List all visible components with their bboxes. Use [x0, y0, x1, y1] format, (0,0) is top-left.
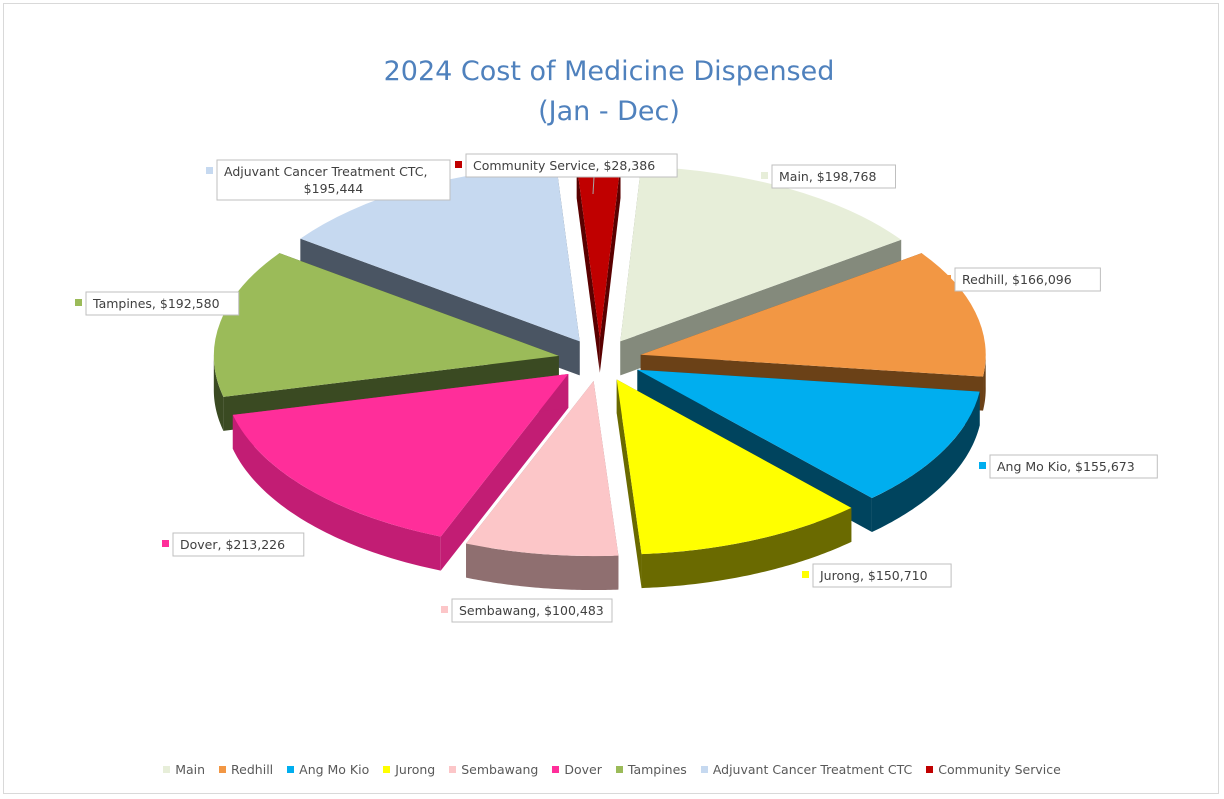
chart-title-line1: 2024 Cost of Medicine Dispensed	[383, 56, 835, 87]
label-text: Tampines, $192,580	[92, 296, 220, 311]
legend-item-community-service: Community Service	[926, 762, 1061, 777]
slice-edge-redhill	[983, 352, 986, 411]
legend-swatch	[615, 766, 623, 773]
label-swatch	[802, 571, 809, 578]
leader-line	[592, 176, 595, 195]
label-box	[172, 532, 305, 557]
chart-title-line2: (Jan - Dec)	[538, 96, 680, 127]
slice-dover	[232, 373, 569, 571]
legend-swatch	[219, 766, 227, 773]
label-text: Ang Mo Kio, $155,673	[997, 459, 1135, 474]
chart-title: 2024 Cost of Medicine Dispensed (Jan - D…	[4, 52, 1214, 132]
label-swatch	[944, 275, 951, 282]
label-text: $195,444	[304, 181, 364, 196]
legend-item-jurong: Jurong	[383, 762, 435, 777]
slice-edge-sembawang	[466, 543, 619, 591]
slice-top-dover	[232, 373, 569, 537]
slice-community-service	[576, 163, 621, 373]
label-text: Adjuvant Cancer Treatment CTC,	[224, 164, 427, 179]
legend-item-sembawang: Sembawang	[449, 762, 538, 777]
slice-top-tampines	[213, 253, 559, 397]
label-swatch	[979, 462, 986, 469]
label-text: Dover, $213,226	[180, 537, 285, 552]
chart-legend: Main Redhill Ang Mo Kio Jurong Sembawang Dove…	[0, 762, 1224, 777]
legend-swatch	[552, 766, 560, 773]
legend-item-adjuvant-cancer-treatment-ctc: Adjuvant Cancer Treatment CTC	[700, 762, 913, 777]
label-text: Jurong, $150,710	[819, 568, 928, 583]
data-label-main: Main, $198,768	[761, 164, 896, 189]
label-text: Redhill, $166,096	[962, 272, 1072, 287]
label-box	[465, 153, 678, 178]
legend-swatch	[383, 766, 391, 773]
legend-item-redhill: Redhill	[219, 762, 273, 777]
data-label-sembawang: Sembawang, $100,483	[441, 598, 613, 623]
data-label-tampines: Tampines, $192,580	[75, 291, 240, 316]
legend-swatch	[449, 766, 457, 773]
label-box	[85, 291, 240, 316]
legend-label: Redhill	[231, 762, 274, 777]
slice-wall-community-service	[576, 164, 600, 373]
legend-item-ang-mo-kio: Ang Mo Kio	[287, 762, 369, 777]
chart-area: 2024 Cost of Medicine Dispensed (Jan - D…	[3, 3, 1219, 794]
label-text: Main, $198,768	[779, 169, 876, 184]
label-swatch	[75, 299, 82, 306]
legend-label: Main	[175, 762, 206, 777]
data-label-adjuvant-cancer-treatment-ctc: Adjuvant Cancer Treatment CTC, $195,444	[206, 159, 451, 201]
label-box	[216, 159, 451, 201]
legend-label: Adjuvant Cancer Treatment CTC	[712, 762, 913, 777]
slice-jurong	[616, 379, 852, 589]
label-swatch	[162, 540, 169, 547]
label-swatch	[761, 172, 768, 179]
legend-swatch	[287, 766, 295, 773]
label-text: Community Service, $28,386	[473, 158, 655, 173]
slice-top-redhill	[640, 253, 986, 377]
slice-edge-dover	[232, 414, 441, 571]
legend-item-main: Main	[163, 762, 205, 777]
data-label-community-service: Community Service, $28,386	[455, 153, 678, 178]
label-box	[954, 267, 1101, 292]
label-box	[989, 454, 1158, 479]
legend-label: Tampines	[627, 762, 687, 777]
legend-swatch	[926, 766, 934, 773]
legend-label: Jurong	[395, 762, 436, 777]
data-label-redhill: Redhill, $166,096	[944, 267, 1101, 292]
slice-top-community-service	[576, 163, 621, 339]
legend-swatch	[700, 766, 708, 773]
label-text: Sembawang, $100,483	[459, 603, 604, 618]
slice-wall-community-service	[599, 164, 621, 373]
slice-edge-jurong	[641, 507, 852, 589]
legend-label: Ang Mo Kio	[299, 762, 370, 777]
legend-item-tampines: Tampines	[615, 762, 687, 777]
label-box	[812, 563, 952, 588]
data-label-ang-mo-kio: Ang Mo Kio, $155,673	[979, 454, 1158, 479]
label-swatch	[206, 167, 213, 174]
label-box	[451, 598, 613, 623]
slice-wall-dover	[440, 373, 569, 571]
label-box	[771, 164, 896, 189]
slice-edge-ang-mo-kio	[871, 391, 980, 533]
slice-top-sembawang	[466, 381, 619, 557]
slice-top-ang-mo-kio	[637, 369, 980, 499]
label-swatch	[455, 161, 462, 168]
data-label-dover: Dover, $213,226	[162, 532, 305, 557]
slice-sembawang	[466, 381, 619, 591]
legend-label: Community Service	[938, 762, 1061, 777]
slice-edge-tampines	[213, 354, 224, 431]
slice-wall-jurong	[616, 379, 642, 589]
slice-top-adjuvant-cancer-treatment-ctc	[300, 166, 580, 342]
data-label-jurong: Jurong, $150,710	[802, 563, 952, 588]
legend-item-dover: Dover	[552, 762, 602, 777]
label-swatch	[441, 606, 448, 613]
slice-top-jurong	[616, 379, 852, 555]
legend-label: Dover	[564, 762, 602, 777]
slice-top-main	[620, 166, 902, 342]
legend-label: Sembawang	[461, 762, 539, 777]
legend-swatch	[163, 766, 171, 773]
